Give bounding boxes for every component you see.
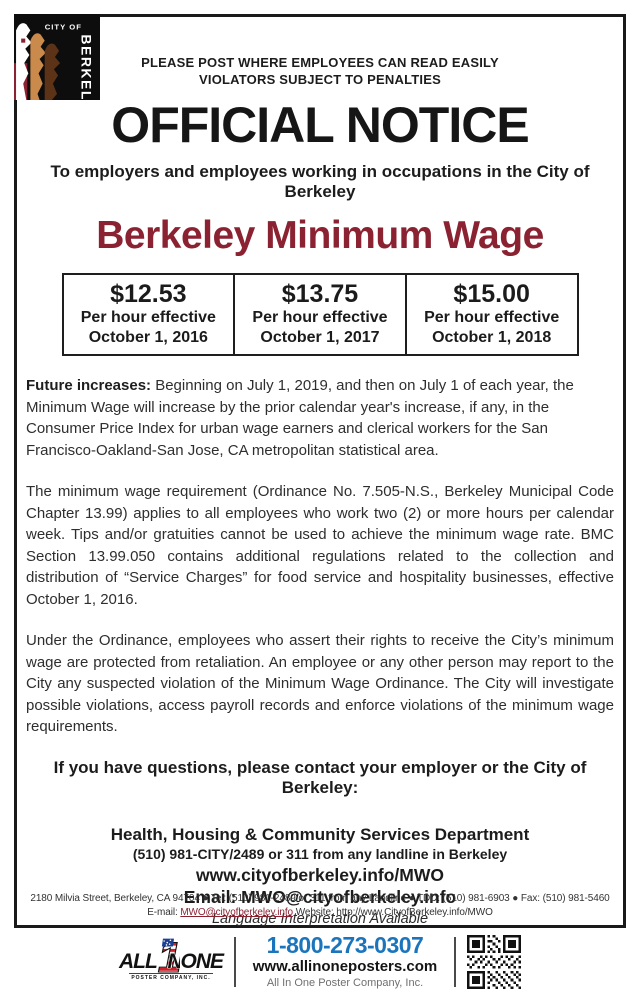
printer-company-name: All In One Poster Company, Inc.: [266, 977, 424, 989]
aio-logo-one: ONE: [180, 949, 224, 973]
wage-effective-date-2018: October 1, 2018: [432, 329, 552, 346]
aio-logo-n: N: [167, 948, 180, 972]
wage-cell-2017: $13.75 Per hour effective October 1, 201…: [233, 273, 407, 356]
footer-email-label: E-mail:: [147, 907, 181, 918]
printer-contact-block: 1-800-273-0307 www.allinoneposters.com A…: [247, 933, 443, 989]
wage-effective-label-2016: Per hour effective: [80, 309, 216, 326]
wage-cell-2018: $15.00 Per hour effective October 1, 201…: [404, 273, 579, 356]
future-increases-text: Beginning on July 1, 2019, and then on J…: [26, 377, 574, 459]
wage-effective-label-2017: Per hour effective: [252, 309, 388, 326]
printer-phone-number: 1-800-273-0307: [266, 932, 424, 958]
footer-address-line: 2180 Milvia Street, Berkeley, CA 94704 ●…: [30, 893, 610, 904]
language-interpretation-note: Language Interpretation Available: [211, 910, 429, 927]
contact-block: Health, Housing & Community Services Dep…: [17, 824, 623, 929]
footer-contact-info: 2180 Milvia Street, Berkeley, CA 94704 ●…: [17, 892, 623, 920]
minimum-wage-heading: Berkeley Minimum Wage: [96, 214, 544, 257]
aio-logo-all: ALL: [119, 949, 158, 973]
all-in-one-logo: ALL 1 N ONE POSTER COMPANY, INC.: [119, 933, 224, 989]
branding-divider-left: [234, 936, 236, 987]
paragraph-retaliation: Under the Ordinance, employees who asser…: [26, 632, 614, 735]
paragraph-requirement: The minimum wage requirement (Ordinance …: [26, 483, 614, 608]
wage-effective-date-2016: October 1, 2016: [88, 329, 208, 346]
footer-email-link[interactable]: MWO@cityofberkeley.info: [180, 907, 294, 918]
contact-email: Email: MWO@cityofberkeley.info: [183, 886, 457, 907]
printer-website: www.allinoneposters.com: [252, 958, 438, 975]
contact-department: Health, Housing & Community Services Dep…: [110, 824, 530, 844]
printer-branding-row: ALL 1 N ONE POSTER COMPANY, INC. 1-800-2…: [0, 933, 640, 989]
page-subtitle: To employers and employees working in oc…: [50, 162, 590, 201]
city-of-berkeley-logo-icon: CITY OF BERKELEY: [14, 14, 100, 100]
wage-effective-date-2017: October 1, 2017: [260, 329, 380, 346]
body-copy: Future increases: Beginning on July 1, 2…: [17, 375, 623, 738]
wage-amount-2016: $12.53: [110, 280, 187, 308]
wage-effective-label-2018: Per hour effective: [424, 309, 560, 326]
contact-website: www.cityofberkeley.info/MWO: [196, 864, 444, 885]
qr-code: [467, 934, 521, 989]
wage-amount-2017: $13.75: [281, 280, 359, 308]
page-title: OFFICIAL NOTICE: [111, 97, 529, 153]
paragraph-future-increases: Future increases: Beginning on July 1, 2…: [26, 375, 614, 461]
wage-rate-table: $12.53 Per hour effective October 1, 201…: [61, 273, 579, 356]
wage-amount-2018: $15.00: [453, 280, 530, 308]
branding-divider-right: [454, 936, 456, 987]
future-increases-lead: Future increases:: [26, 377, 152, 394]
post-instruction-line2: VIOLATORS SUBJECT TO PENALTIES: [199, 72, 441, 87]
footer-links-line: E-mail: MWO@cityofberkeley.info Website:…: [17, 906, 623, 920]
official-notice-poster: CITY OF BERKELEY PLEASE POST WHERE EMPLO…: [14, 14, 626, 928]
logo-berkeley-label: BERKELEY: [79, 34, 95, 100]
flag-numeral-one-icon: 1 N: [157, 933, 180, 980]
footer-website-text: Website: http://www.CityofBerkeley.info/…: [293, 907, 493, 918]
questions-line: If you have questions, please contact yo…: [53, 757, 587, 797]
aio-logo-subtext: POSTER COMPANY, INC.: [129, 972, 213, 981]
logo-city-of-label: CITY OF: [45, 22, 82, 31]
wage-cell-2016: $12.53 Per hour effective October 1, 201…: [61, 273, 236, 356]
post-instruction-line1: PLEASE POST WHERE EMPLOYEES CAN READ EAS…: [141, 55, 499, 70]
contact-phone: (510) 981-CITY/2489 or 311 from any land…: [132, 845, 508, 862]
